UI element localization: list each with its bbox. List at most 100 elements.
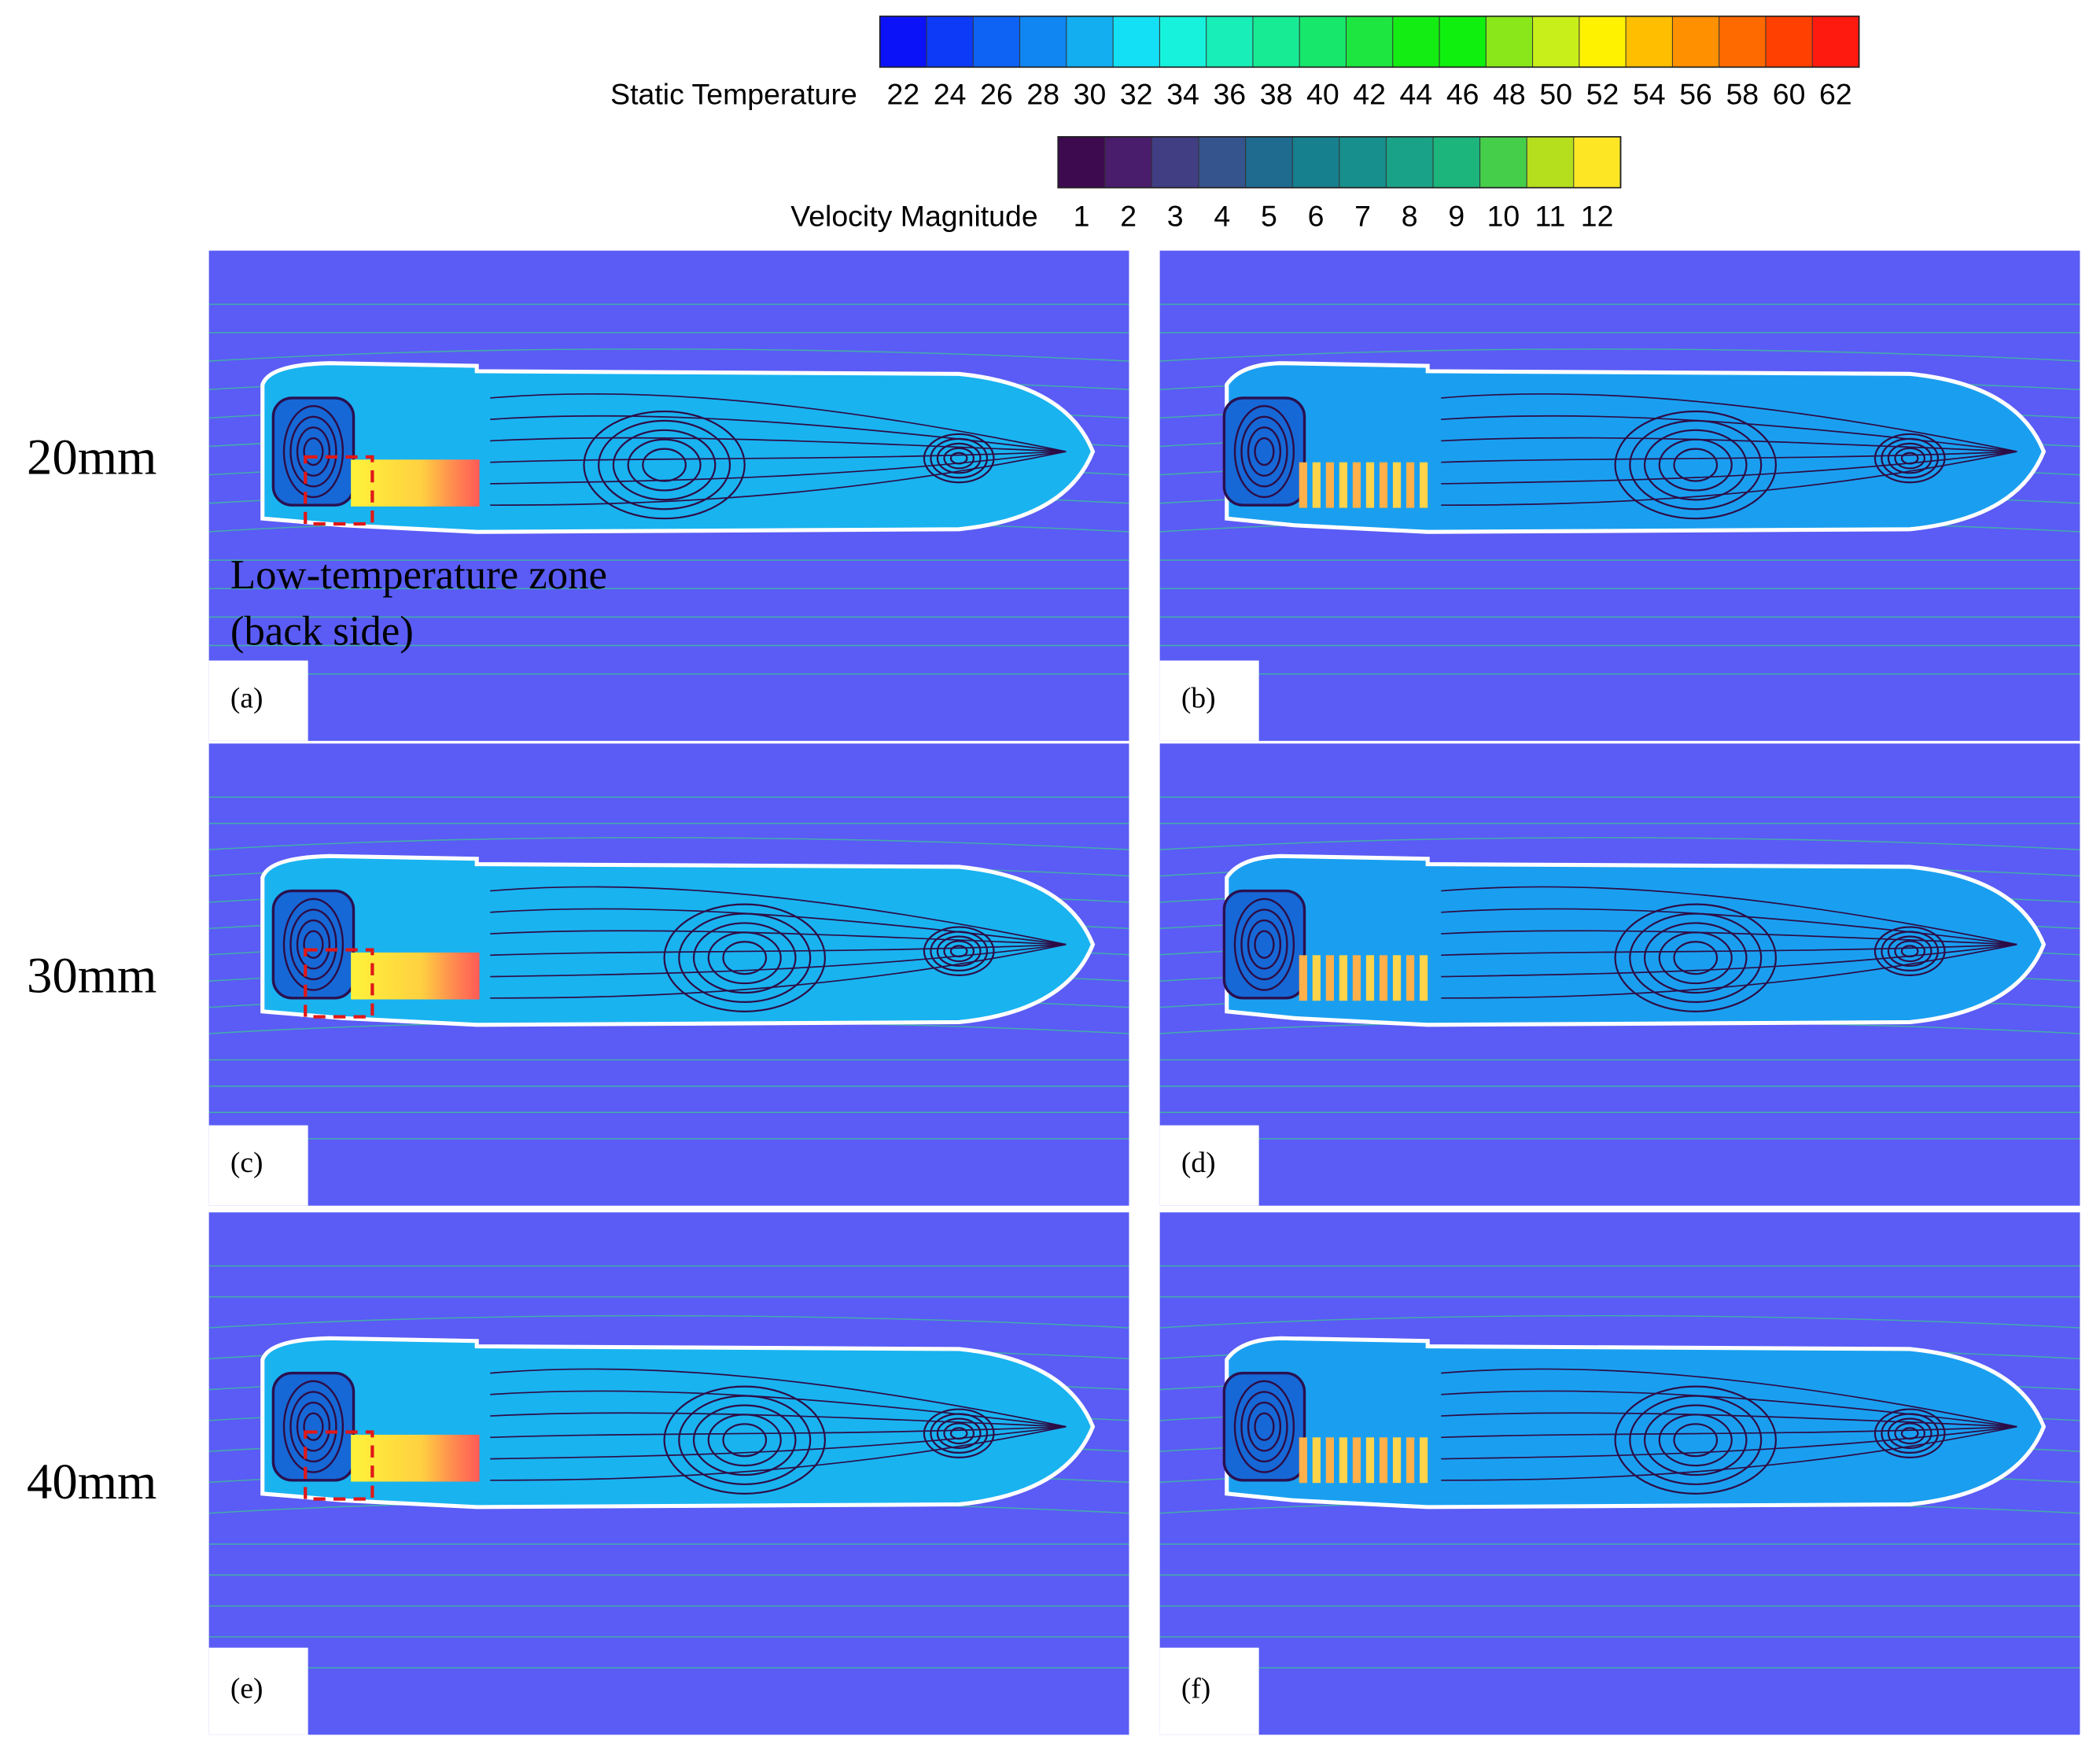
streamline [490, 437, 1067, 452]
streamline [1441, 437, 2017, 452]
heater-fin [1406, 462, 1415, 508]
heater-fin [1406, 1437, 1415, 1484]
colorbar-bin [1579, 16, 1627, 68]
heater-fin [1365, 462, 1375, 508]
cfd-panel: (f) [1159, 1212, 2080, 1735]
streamline [1441, 1412, 2017, 1428]
vortex [663, 903, 827, 1012]
vortex [663, 1385, 827, 1495]
row-label: 40mm [27, 1453, 157, 1510]
streamline [1441, 1425, 2017, 1460]
streamline [1441, 1368, 2017, 1428]
heater-fin [1379, 1437, 1388, 1484]
colorbar-title: Velocity Magnitude [790, 200, 1037, 233]
colorbar-bin [1479, 136, 1528, 189]
streamline [1159, 348, 2080, 362]
vortex [1894, 1422, 1926, 1445]
vortex [1233, 898, 1295, 991]
vortex [303, 437, 324, 466]
streamline [490, 451, 1067, 485]
colorbar-tick-label: 60 [1773, 78, 1806, 111]
vortex [296, 919, 331, 970]
colorbar-bin [1439, 16, 1487, 68]
heater-fin [1379, 462, 1388, 508]
streamline [490, 1425, 1067, 1481]
colorbar-bin [1526, 136, 1575, 189]
vortex [1894, 940, 1926, 963]
vortex [1247, 919, 1282, 970]
vortex [936, 935, 982, 968]
heater-fin [1379, 955, 1388, 1001]
streamline [490, 908, 1067, 946]
vortex [692, 1404, 797, 1476]
streamline [1441, 1425, 2017, 1439]
streamline [208, 837, 1129, 850]
heater-fin [1419, 955, 1428, 1001]
streamline [1441, 943, 2017, 957]
colorbar-frame [879, 15, 1860, 68]
label-box [1159, 1125, 1259, 1206]
colorbar-tick-label: 6 [1308, 200, 1324, 233]
colorbar-bin [1392, 16, 1441, 68]
vortex [1614, 1385, 1778, 1495]
streamline [490, 1412, 1067, 1428]
heater-fin [1299, 462, 1307, 508]
vortex [1233, 1380, 1295, 1473]
colorbar-bin [926, 16, 974, 68]
colorbar-tick-label: 22 [887, 78, 920, 111]
vortex [289, 909, 337, 981]
low-temp-box [304, 1430, 374, 1501]
heater-fin [1392, 1437, 1402, 1484]
colorbar-bin [1112, 16, 1161, 68]
label-box [208, 1125, 308, 1206]
vortex [1240, 909, 1288, 981]
colorbar-tick-label: 1 [1074, 200, 1090, 233]
vortex [296, 1401, 331, 1452]
colorbar-tick-label: 7 [1354, 200, 1371, 233]
colorbar-bin [1485, 16, 1534, 68]
colorbar-tick-label: 40 [1306, 78, 1339, 111]
colorbar-tick-label: 42 [1353, 78, 1386, 111]
heater-fin [1312, 955, 1321, 1001]
colorbar-tick-label: 11 [1535, 200, 1566, 233]
streamline [1441, 886, 2017, 946]
low-temp-box [304, 455, 374, 526]
streamline [490, 930, 1067, 946]
vortex [282, 404, 344, 499]
streamline [490, 943, 1067, 957]
streamline [1159, 1314, 2080, 1329]
label-box [1159, 1647, 1259, 1735]
colorbar-tick-label: 10 [1487, 200, 1520, 233]
colorbar-bin [1206, 16, 1254, 68]
vortex [1254, 930, 1275, 959]
colorbar-bin [1252, 16, 1301, 68]
streamline [1441, 943, 2017, 978]
vortex [692, 922, 797, 994]
streamline [208, 1314, 1129, 1329]
heater-fin [1365, 1437, 1375, 1484]
vortex [642, 448, 687, 482]
vortex [1643, 429, 1748, 501]
colorbar-tick-label: 2 [1120, 200, 1137, 233]
colorbar-bin [1151, 136, 1200, 189]
colorbar-bin [1345, 16, 1394, 68]
vortex [1614, 410, 1778, 520]
colorbar-tick-label: 28 [1026, 78, 1059, 111]
streamline [490, 1425, 1067, 1460]
vortex [612, 429, 717, 501]
vortex [282, 898, 344, 991]
colorbar-tick-label: 24 [934, 78, 967, 111]
heater [351, 952, 480, 1000]
heater-fin [1392, 462, 1402, 508]
vortex [943, 940, 975, 963]
vortex [303, 1412, 324, 1441]
colorbar-tick-label: 52 [1586, 78, 1619, 111]
colorbar-bin [1811, 16, 1860, 68]
streamline [1441, 451, 2017, 485]
colorbar-bin [1291, 136, 1340, 189]
streamline [208, 348, 1129, 362]
colorbar-tick-label: 9 [1448, 200, 1464, 233]
colorbar-bin [1765, 16, 1814, 68]
colorbar-bin [1299, 16, 1347, 68]
streamline [490, 1425, 1067, 1439]
